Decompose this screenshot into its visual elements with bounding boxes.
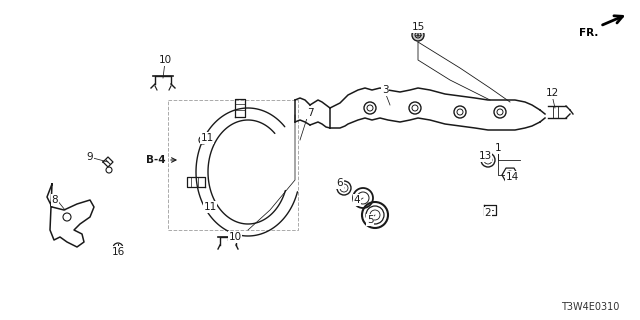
Bar xyxy=(168,100,298,230)
Text: 10: 10 xyxy=(228,232,241,242)
Text: 15: 15 xyxy=(412,22,424,32)
Circle shape xyxy=(494,106,506,118)
Circle shape xyxy=(412,29,424,41)
Circle shape xyxy=(364,102,376,114)
Text: 4: 4 xyxy=(354,195,360,205)
Text: 3: 3 xyxy=(381,85,388,95)
Text: 7: 7 xyxy=(307,108,314,118)
Text: 14: 14 xyxy=(506,172,518,182)
Text: 8: 8 xyxy=(52,195,58,205)
Text: T3W4E0310: T3W4E0310 xyxy=(561,302,619,312)
Text: 12: 12 xyxy=(545,88,559,98)
Text: 1: 1 xyxy=(495,143,501,153)
Text: 11: 11 xyxy=(204,202,216,212)
Text: 11: 11 xyxy=(200,133,214,143)
Text: FR.: FR. xyxy=(579,28,598,38)
Text: 13: 13 xyxy=(478,151,492,161)
Text: 2: 2 xyxy=(484,208,492,218)
Circle shape xyxy=(454,106,466,118)
Text: 10: 10 xyxy=(159,55,172,65)
Text: 16: 16 xyxy=(111,247,125,257)
Text: 9: 9 xyxy=(86,152,93,162)
Text: 5: 5 xyxy=(367,215,373,225)
Text: 6: 6 xyxy=(337,178,343,188)
Text: B-4: B-4 xyxy=(147,155,166,165)
Circle shape xyxy=(409,102,421,114)
